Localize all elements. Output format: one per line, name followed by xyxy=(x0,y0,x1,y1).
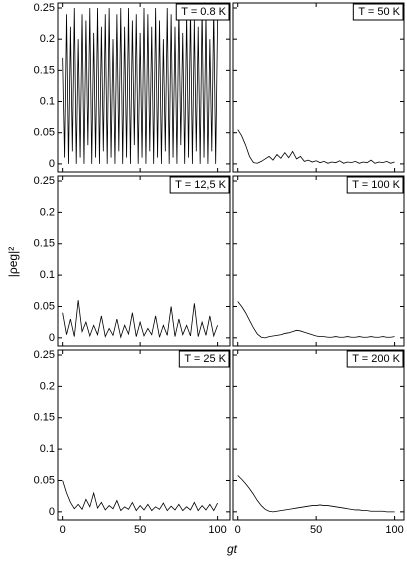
panel-legend: T = 200 K xyxy=(352,353,400,365)
panel-frame xyxy=(232,175,405,347)
y-tick-label: 0.2 xyxy=(40,206,55,218)
legend-box xyxy=(346,350,404,368)
x-tick-label: 100 xyxy=(208,524,226,536)
panel-legend: T = 0.8 K xyxy=(181,6,226,18)
y-tick-label: 0 xyxy=(49,332,55,344)
data-line xyxy=(237,301,395,339)
data-line xyxy=(62,480,218,512)
y-tick-label: 0.2 xyxy=(40,380,55,392)
data-line xyxy=(62,7,218,164)
y-tick-label: 0.15 xyxy=(34,64,55,76)
legend-box xyxy=(178,350,230,368)
data-line xyxy=(237,129,395,164)
y-tick-label: 0.1 xyxy=(40,95,55,107)
legend-box xyxy=(352,3,404,21)
x-tick-label: 0 xyxy=(60,524,66,536)
x-axis-label: gt xyxy=(227,542,238,556)
panel-legend: T = 50 K xyxy=(358,6,400,18)
legend-box xyxy=(346,176,404,194)
y-tick-label: 0.15 xyxy=(34,238,55,250)
panel: T = 100 K xyxy=(232,175,405,347)
x-tick-label: 100 xyxy=(385,524,403,536)
y-tick-label: 0.15 xyxy=(34,412,55,424)
panel-legend: T = 25 K xyxy=(184,353,226,365)
panel-frame xyxy=(57,349,231,521)
legend-box xyxy=(169,176,230,194)
y-tick-label: 0.1 xyxy=(40,443,55,455)
panel: 0 0.05 0.1 0.15 0.2 0.25 T = 0.8 K xyxy=(34,2,231,173)
panel-frame xyxy=(232,349,405,521)
x-tick-label: 50 xyxy=(134,524,146,536)
legend-box xyxy=(175,3,230,21)
panel-legend: T = 100 K xyxy=(352,179,400,191)
panel: 0 0.05 0.1 0.15 0.2 0.25 0 50 100 T = 25 K xyxy=(34,349,231,536)
y-axis-label: |ρeg|² xyxy=(6,247,20,277)
x-tick-label: 50 xyxy=(310,524,322,536)
data-line xyxy=(62,300,218,339)
y-tick-label: 0.2 xyxy=(40,33,55,45)
y-tick-label: 0.25 xyxy=(34,175,55,187)
y-tick-label: 0.05 xyxy=(34,474,55,486)
panel: 0 0.05 0.1 0.15 0.2 0.25 T = 12,5 K xyxy=(34,175,231,347)
x-tick-label: 0 xyxy=(235,524,241,536)
panel-frame xyxy=(57,175,231,347)
panel-frame xyxy=(57,2,231,173)
data-line xyxy=(237,475,395,513)
y-tick-label: 0.1 xyxy=(40,269,55,281)
panel: T = 50 K xyxy=(232,2,405,173)
y-tick-label: 0.05 xyxy=(34,300,55,312)
panel-legend: T = 12,5 K xyxy=(175,179,227,191)
y-tick-label: 0.25 xyxy=(34,2,55,14)
y-tick-label: 0 xyxy=(49,506,55,518)
y-tick-label: 0.05 xyxy=(34,127,55,139)
panel: 0 50 100 T = 200 K xyxy=(232,349,405,536)
panel-frame xyxy=(232,2,405,173)
y-tick-label: 0.25 xyxy=(34,349,55,361)
y-tick-label: 0 xyxy=(49,158,55,170)
